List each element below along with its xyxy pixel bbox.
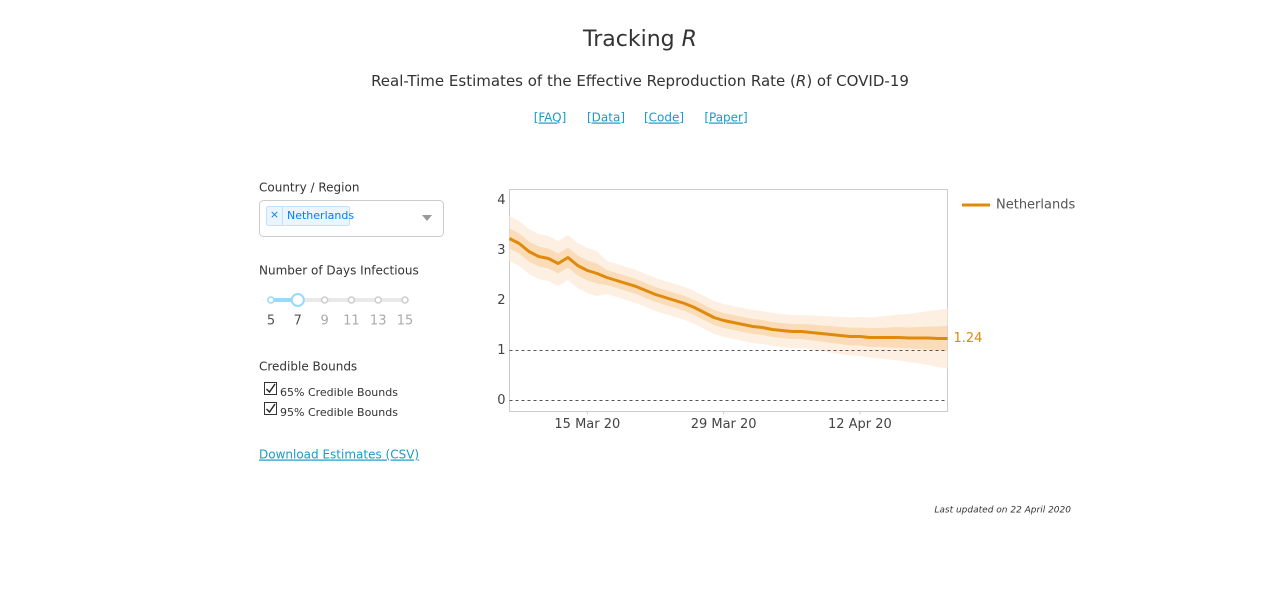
last-updated: Last updated on 22 April 2020 [934,506,1071,516]
x-tick-label: 15 Mar 20 [554,417,620,432]
y-tick-label: 0 [497,393,505,408]
slider-option[interactable]: 7 [294,314,302,329]
slider-dot[interactable] [267,296,275,304]
y-tick-label: 1 [497,343,505,358]
page-title: Tracking R [582,27,697,52]
days-slider[interactable]: 5 7 9 11 13 15 [267,293,414,329]
slider-handle[interactable] [290,293,305,307]
plot-frame [509,189,948,412]
code-link[interactable]: [Code] [644,111,684,125]
y-tick-label: 4 [497,193,505,208]
end-value-label: 1.24 [954,331,983,346]
chip-remove[interactable]: × [270,208,279,221]
slider-dot[interactable] [374,296,382,304]
subtitle-italic: R [796,72,806,90]
title-text: Tracking [582,27,682,52]
subtitle: Real-Time Estimates of the Effective Rep… [371,72,909,90]
x-tick-label: 12 Apr 20 [828,417,892,432]
region-chip [266,206,350,226]
subtitle-text: ) of COVID-19 [806,72,909,90]
faq-link[interactable]: [FAQ] [534,111,567,125]
checkmark [266,403,276,414]
slider-dot[interactable] [347,296,356,304]
chip-label: Netherlands [287,209,354,222]
slider-option[interactable]: 15 [397,314,414,329]
bounds-checkboxes: 65% Credible Bounds 95% Credible Bounds [264,382,398,419]
region-label: Country / Region [259,181,359,195]
slider-dot[interactable] [320,296,329,304]
days-label: Number of Days Infectious [259,264,419,278]
slider-option[interactable]: 9 [320,314,328,329]
legend-label: Netherlands [996,198,1075,213]
title-italic: R [682,27,697,52]
checkmark [266,383,276,394]
checkbox-label[interactable]: 95% Credible Bounds [280,406,398,419]
download-link[interactable]: Download Estimates (CSV) [259,448,419,462]
data-link[interactable]: [Data] [587,111,625,125]
slider-option[interactable]: 5 [267,314,275,329]
slider-option[interactable]: 11 [343,314,360,329]
x-tick-label: 29 Mar 20 [691,417,757,432]
subtitle-text: Real-Time Estimates of the Effective Rep… [371,72,796,90]
bounds-label: Credible Bounds [259,360,357,374]
chart: 0 1 2 3 4 15 Mar 20 29 Mar 20 12 Apr 20 1.24 Neth… [497,189,1075,432]
checkbox-label[interactable]: 65% Credible Bounds [280,386,398,399]
dropdown-arrow[interactable] [422,215,432,221]
slider-option[interactable]: 13 [370,314,387,329]
y-tick-label: 2 [497,293,505,308]
paper-link[interactable]: [Paper] [704,111,747,125]
slider-dot[interactable] [401,296,409,304]
y-tick-label: 3 [497,243,505,258]
line [508,237,948,340]
